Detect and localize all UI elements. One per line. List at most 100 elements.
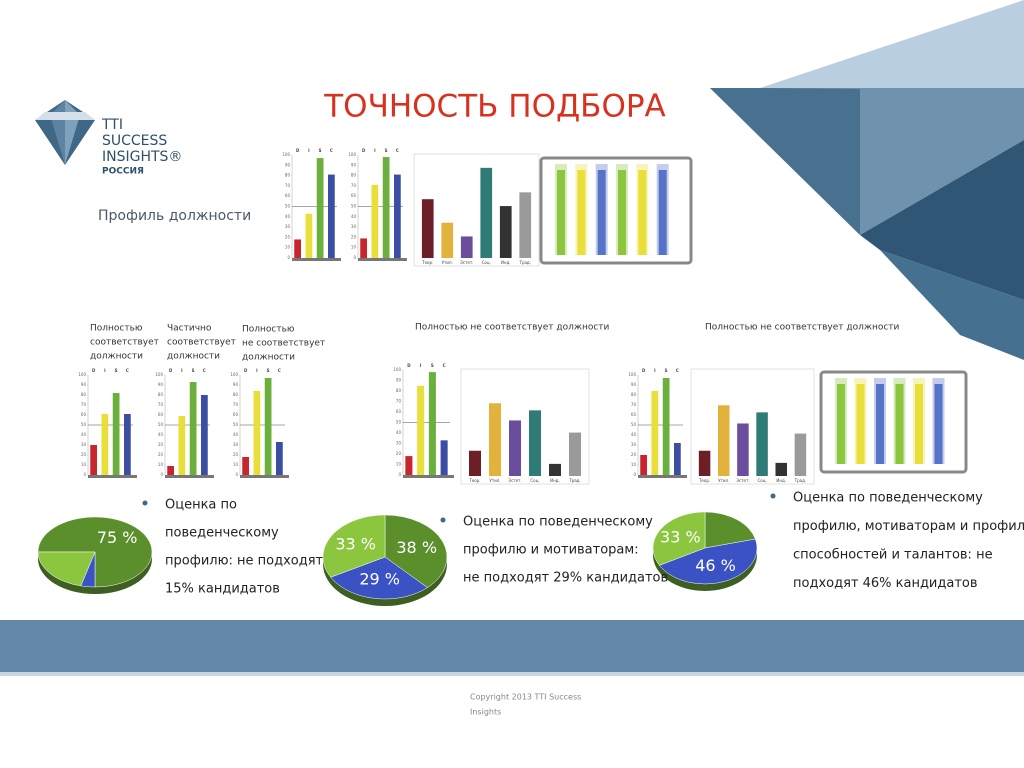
- bar: [441, 222, 454, 258]
- bar: [698, 450, 711, 476]
- logo-text: SUCCESS: [102, 133, 167, 149]
- chart-frame: [413, 153, 540, 267]
- logo-text: РОССИЯ: [102, 167, 144, 177]
- base-bar: [638, 475, 687, 478]
- bar: [178, 416, 186, 475]
- category-label: S: [665, 368, 668, 373]
- y-tick-label: 30: [81, 442, 87, 447]
- y-tick-label: 30: [631, 442, 637, 447]
- y-tick-label: 20: [631, 452, 637, 457]
- bar: [294, 239, 301, 258]
- category-label: D: [642, 368, 646, 373]
- logo-text: TTI: [101, 117, 123, 133]
- y-tick-label: 70: [396, 399, 402, 404]
- bullet-text: Оценка по: [165, 498, 237, 513]
- bullet-text: профилю, мотиваторам и профилю: [793, 519, 1024, 534]
- y-tick-label: 100: [155, 372, 163, 377]
- category-label: I: [654, 368, 656, 373]
- category-label: Эстет.: [508, 478, 521, 483]
- category-label: D: [407, 363, 411, 368]
- base-bar: [240, 475, 289, 478]
- acumen-bar: [895, 384, 904, 464]
- category-label: S: [385, 148, 388, 153]
- y-tick-label: 0: [398, 472, 401, 477]
- pie-slice: [652, 511, 706, 566]
- bar: [718, 405, 730, 476]
- pie-slice: [330, 556, 428, 600]
- y-tick-label: 20: [158, 452, 164, 457]
- caption: должности: [167, 352, 220, 362]
- y-tick-label: 70: [233, 402, 239, 407]
- caption: Полностью: [242, 325, 295, 335]
- footer-text: Copyright 2013 TTI Success: [470, 693, 581, 702]
- bullet-dot: [142, 500, 148, 506]
- category-label: S: [115, 368, 118, 373]
- category-label: Инд.: [776, 478, 786, 483]
- caption: Частично: [167, 324, 212, 334]
- acumen-bar: [934, 384, 943, 464]
- category-label: C: [396, 148, 399, 153]
- y-tick-label: 40: [351, 214, 357, 219]
- y-tick-label: 90: [158, 382, 164, 387]
- bar: [360, 238, 367, 258]
- y-tick-label: 0: [287, 255, 290, 260]
- bar: [480, 167, 493, 258]
- category-label: S: [431, 363, 434, 368]
- y-tick-label: 10: [285, 245, 291, 250]
- y-tick-label: 30: [233, 442, 239, 447]
- bar: [417, 385, 425, 475]
- caption: не соответствует: [242, 339, 325, 349]
- y-tick-label: 90: [351, 162, 357, 167]
- y-tick-label: 0: [633, 472, 636, 477]
- y-tick-label: 100: [78, 372, 86, 377]
- bar: [201, 395, 208, 475]
- pie-label: 38 %: [396, 538, 437, 557]
- caption: соответствует: [167, 338, 236, 348]
- logo-text: INSIGHTS®: [102, 149, 182, 165]
- acumen-bar: [915, 384, 923, 464]
- category-label: I: [308, 148, 310, 153]
- caption: Полностью не соответствует должности: [415, 323, 610, 333]
- category-label: D: [169, 368, 173, 373]
- category-label: Теор.: [698, 478, 710, 483]
- pie-slice: [322, 514, 386, 578]
- bullet-text: поведенческому: [165, 526, 279, 541]
- acumen-bar: [658, 170, 667, 255]
- y-tick-label: 0: [235, 472, 238, 477]
- pie-label: 33 %: [335, 535, 376, 554]
- bar: [640, 455, 647, 475]
- category-label: Утил.: [489, 478, 500, 483]
- bar: [371, 184, 379, 258]
- acumen-bar: [577, 170, 586, 255]
- y-tick-label: 60: [158, 412, 164, 417]
- y-tick-label: 50: [285, 204, 291, 209]
- pie-label: 75 %: [97, 528, 138, 547]
- bar: [651, 391, 659, 475]
- acumen-bar: [618, 170, 626, 255]
- bullet-text: способностей и талантов: не: [793, 548, 993, 563]
- category-label: Соц.: [482, 260, 491, 265]
- bar: [509, 420, 521, 476]
- bullet-text: подходят 46% кандидатов: [793, 576, 978, 591]
- bar: [440, 440, 448, 475]
- bullet-text: Оценка по поведенческому: [463, 515, 653, 530]
- y-tick-label: 30: [396, 441, 402, 446]
- y-tick-label: 60: [285, 193, 291, 198]
- category-label: Утил.: [442, 260, 453, 265]
- category-label: I: [256, 368, 258, 373]
- y-tick-label: 50: [396, 420, 402, 425]
- logo-mark: [35, 100, 95, 165]
- bullet-text: профилю: не подходят: [165, 554, 324, 569]
- category-label: Трад.: [794, 478, 806, 483]
- bar: [305, 213, 313, 258]
- y-tick-label: 10: [233, 462, 239, 467]
- category-label: D: [92, 368, 96, 373]
- pie-label: 29 %: [359, 569, 400, 588]
- decor: [0, 0, 1024, 676]
- y-tick-label: 40: [631, 432, 637, 437]
- y-tick-label: 20: [285, 234, 291, 239]
- category-label: Трад.: [519, 260, 531, 265]
- category-label: Соц.: [530, 478, 539, 483]
- bullet-text: профилю и мотиваторам:: [463, 543, 639, 558]
- y-tick-label: 80: [81, 392, 87, 397]
